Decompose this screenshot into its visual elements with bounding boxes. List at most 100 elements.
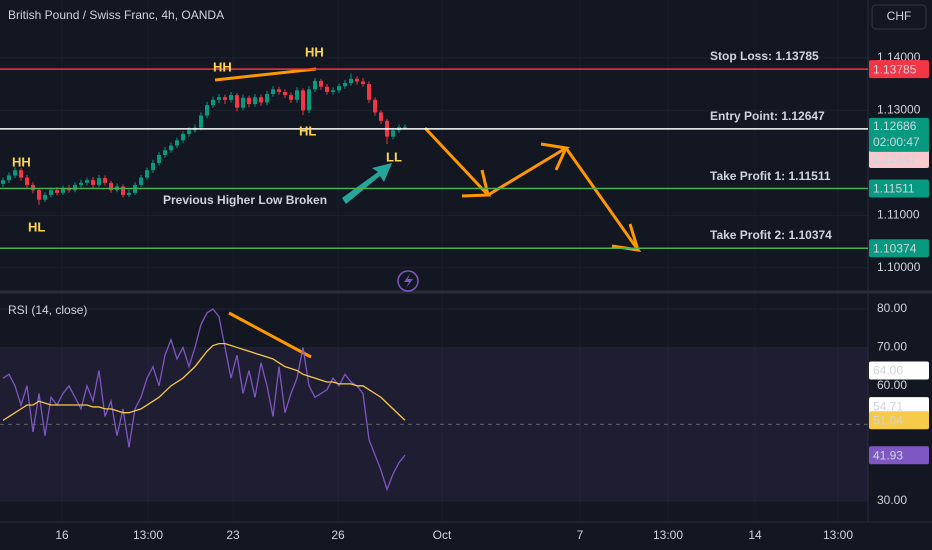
x-tick-label: 13:00	[133, 528, 163, 542]
candle-body	[271, 89, 275, 95]
x-tick-label: 13:00	[823, 528, 853, 542]
candle-body	[175, 140, 179, 146]
candle-body	[43, 194, 47, 200]
annotation: HL	[28, 219, 45, 234]
level-label: Entry Point: 1.12647	[710, 109, 825, 123]
rsi-badge: 64.00	[873, 364, 903, 378]
candle-body	[313, 80, 317, 90]
x-tick-label: 7	[577, 528, 584, 542]
candle-body	[121, 186, 125, 195]
x-tick-label: 14	[748, 528, 762, 542]
y-tick-label: 1.13000	[877, 102, 921, 116]
candle-body	[295, 90, 299, 100]
y-tick-label: 60.00	[877, 378, 907, 392]
level-badge-bg	[869, 179, 929, 198]
candle-body	[91, 180, 95, 185]
x-tick-label: Oct	[433, 528, 452, 542]
candle-body	[139, 177, 143, 185]
level-badge: 1.11511	[873, 182, 915, 196]
candle-body	[283, 91, 287, 96]
candle-body	[49, 190, 53, 195]
rsi-line	[2, 342, 406, 421]
y-tick-label: 30.00	[877, 493, 907, 507]
annotation: HL	[299, 123, 316, 138]
candle-body	[181, 133, 185, 141]
symbol-title: British Pound / Swiss Franc, 4h, OANDA	[8, 8, 224, 22]
candle-body	[343, 83, 347, 87]
candle-body	[187, 130, 191, 134]
rsi-ma-badge-bg	[869, 411, 929, 430]
level-label: Stop Loss: 1.13785	[710, 49, 819, 63]
candle-body	[19, 170, 23, 178]
candle-body	[241, 97, 245, 108]
alert-icon-bolt[interactable]	[404, 274, 413, 288]
y-tick-label: 1.11000	[877, 208, 920, 222]
level-badge-bg	[869, 150, 929, 168]
x-tick-label: 16	[55, 528, 69, 542]
annotation: HH	[12, 154, 31, 169]
candle-body	[7, 175, 11, 181]
candle-body	[403, 126, 407, 128]
alert-icon[interactable]	[397, 270, 419, 292]
candle-body	[265, 94, 269, 103]
drawings	[214, 67, 642, 359]
projection-arrow	[423, 126, 642, 253]
x-tick-label: 13:00	[653, 528, 683, 542]
candle-body	[211, 99, 215, 106]
candle-body	[229, 95, 233, 100]
candle-body	[223, 97, 227, 100]
candle-body	[55, 190, 59, 193]
grid	[0, 57, 868, 502]
candle-body	[331, 90, 335, 92]
annotation: HH	[213, 59, 232, 74]
candle-body	[109, 182, 113, 191]
rsi-badge: 41.93	[873, 448, 903, 462]
candle-body	[157, 154, 161, 163]
candle-body	[319, 80, 323, 87]
rsi-title: RSI (14, close)	[8, 303, 87, 317]
candle-body	[361, 81, 365, 85]
candle-body	[145, 170, 149, 178]
candle-body	[391, 130, 395, 137]
annotation: LL	[386, 149, 402, 164]
candle-body	[199, 115, 203, 128]
candle-body	[151, 162, 155, 171]
candle-body	[217, 97, 221, 100]
rsi-badge-bg	[869, 361, 929, 380]
currency-label[interactable]: CHF	[887, 9, 912, 23]
last-price: 1.12686	[873, 119, 917, 133]
level-badge: 1.13785	[873, 62, 917, 76]
candle-body	[301, 90, 305, 111]
candle-body	[307, 89, 311, 111]
trend-line	[214, 67, 317, 82]
level-badge-bg	[869, 60, 929, 79]
level-badge: 1.10374	[873, 241, 917, 255]
currency-button[interactable]	[871, 4, 927, 30]
candle-body	[61, 188, 65, 193]
candle-body	[1, 180, 5, 184]
candle-body	[37, 190, 41, 200]
candle-body	[31, 184, 35, 191]
candle-body	[235, 95, 239, 108]
candle-body	[163, 150, 167, 155]
candle-body	[73, 184, 77, 191]
candle-body	[25, 177, 29, 185]
trend-line	[228, 311, 312, 359]
rsi-badge: 54.71	[873, 399, 903, 413]
candle-body	[169, 145, 173, 151]
annotation: Previous Higher Low Broken	[163, 193, 327, 207]
pointer-arrow	[342, 163, 392, 204]
candle-body	[85, 180, 89, 183]
candle-body	[367, 84, 371, 100]
candle-body	[325, 86, 329, 92]
annotation: HH	[305, 44, 324, 59]
candle-body	[379, 112, 383, 121]
level-label: Take Profit 1: 1.11511	[710, 169, 831, 183]
candle-body	[337, 86, 341, 91]
rsi-badge-bg	[869, 446, 929, 465]
candle-body	[13, 170, 17, 176]
last-price-bg	[869, 117, 929, 152]
candle-body	[79, 182, 83, 185]
candle-body	[247, 97, 251, 105]
